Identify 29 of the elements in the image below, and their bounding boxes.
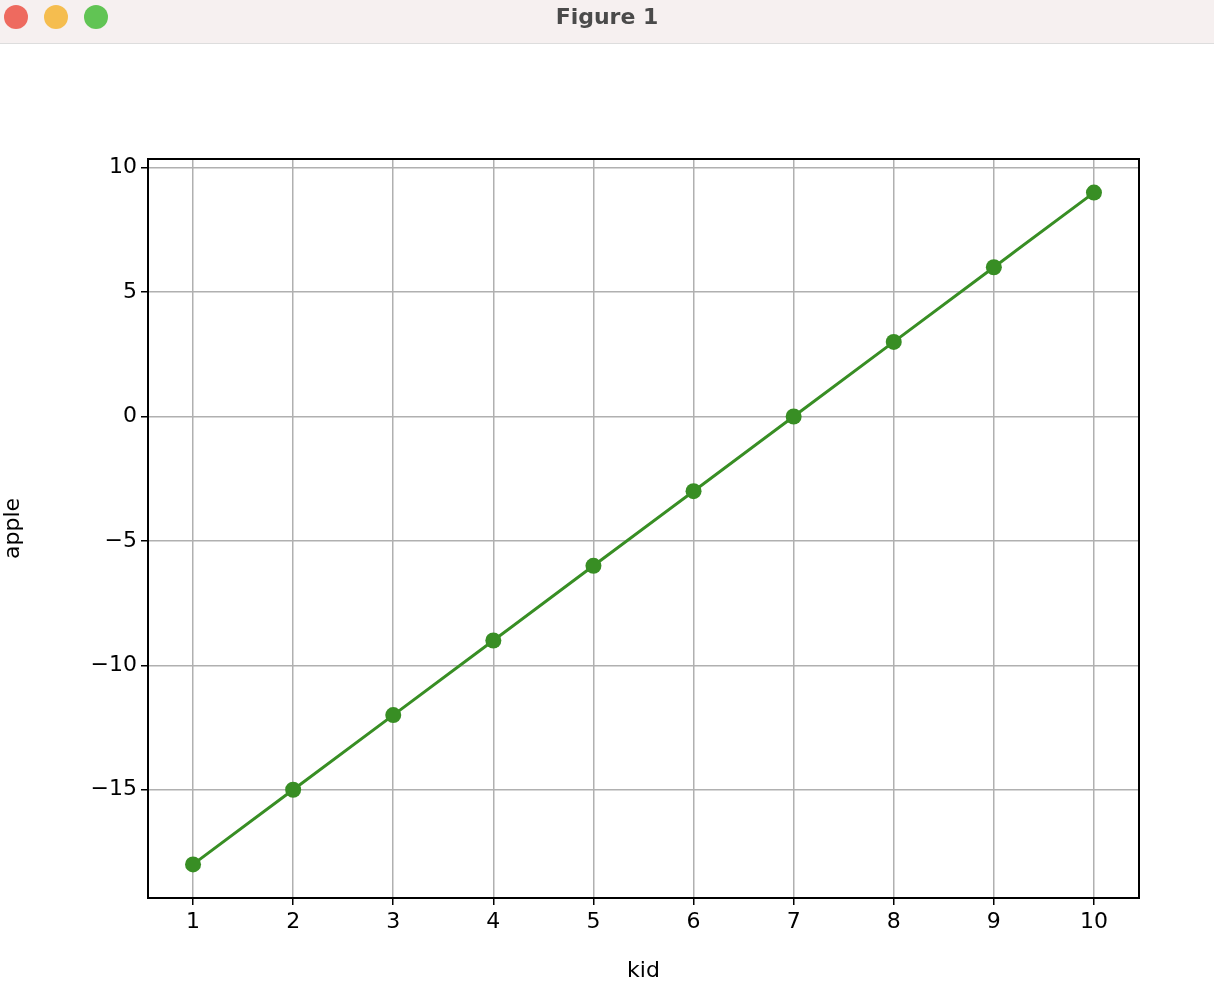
point bbox=[285, 781, 302, 798]
y-tick-label: −5 bbox=[104, 526, 137, 552]
y-tick-label: 5 bbox=[123, 277, 137, 303]
x-tick-label: 2 bbox=[286, 907, 301, 933]
x-tick-label: 10 bbox=[1079, 907, 1108, 933]
x-tick-label: 1 bbox=[186, 907, 201, 933]
x-axis-title: kid bbox=[627, 956, 660, 982]
point bbox=[985, 259, 1002, 276]
x-tick-label: 3 bbox=[386, 907, 401, 933]
x-tick-label: 4 bbox=[486, 907, 501, 933]
y-tick-label: 10 bbox=[109, 153, 137, 179]
point bbox=[485, 632, 502, 649]
y-tick-label: 0 bbox=[123, 402, 137, 428]
point bbox=[185, 856, 202, 873]
y-tick-label: −15 bbox=[90, 775, 137, 801]
point bbox=[1085, 184, 1102, 201]
x-tick-label: 5 bbox=[586, 907, 601, 933]
point bbox=[685, 483, 702, 500]
x-tick-label: 8 bbox=[886, 907, 901, 933]
x-tick-label: 9 bbox=[986, 907, 1001, 933]
y-axis-title: apple bbox=[0, 497, 24, 560]
point bbox=[385, 707, 402, 724]
x-tick-label: 6 bbox=[686, 907, 701, 933]
chart-title: Figure 1 bbox=[554, 4, 660, 29]
x-tick-label: 7 bbox=[786, 907, 801, 933]
y-tick-label: −10 bbox=[90, 651, 137, 677]
point bbox=[785, 408, 802, 425]
point bbox=[885, 333, 902, 350]
point bbox=[585, 557, 602, 574]
